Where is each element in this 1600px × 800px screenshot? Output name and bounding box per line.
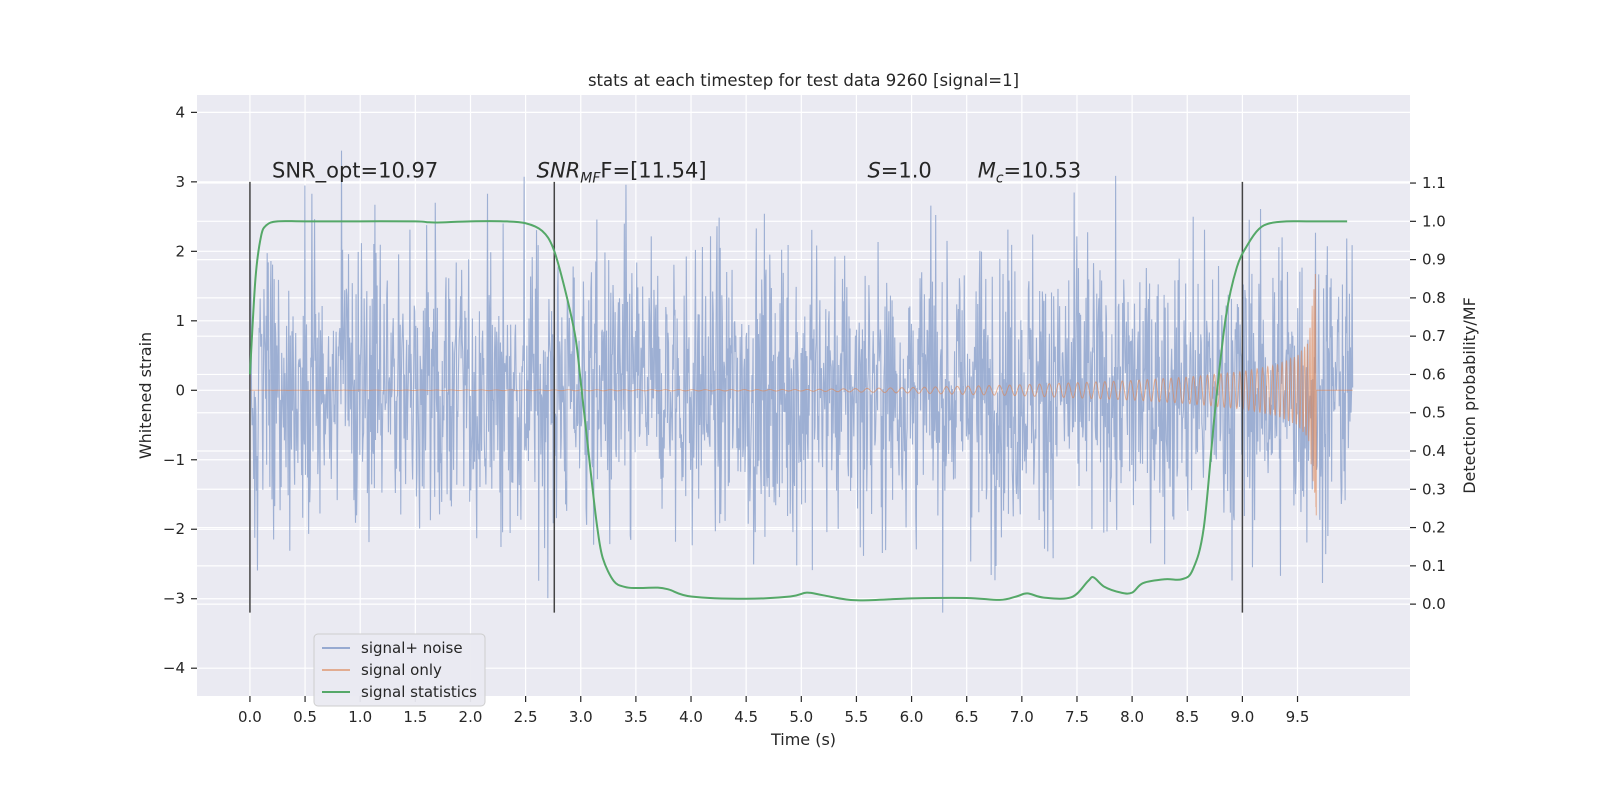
y2-tick-label: 0.8 bbox=[1422, 289, 1446, 307]
y-axis-label: Whitened strain bbox=[136, 332, 155, 459]
y2-axis-label: Detection probability/MF bbox=[1460, 297, 1479, 494]
y2-tick-label: 0.0 bbox=[1422, 595, 1446, 613]
y-tick-label: −1 bbox=[163, 451, 185, 469]
x-tick-label: 7.0 bbox=[1010, 708, 1034, 726]
annotation-s: S=1.0 bbox=[867, 159, 931, 183]
y-tick-label: 4 bbox=[175, 103, 185, 121]
legend-entry: signal only bbox=[361, 661, 442, 679]
y-tick-label: −4 bbox=[163, 659, 185, 677]
y-tick-label: 2 bbox=[175, 242, 185, 260]
y2-tick-label: 0.5 bbox=[1422, 404, 1446, 422]
y-tick-label: 3 bbox=[175, 173, 185, 191]
y-tick-label: −3 bbox=[163, 590, 185, 608]
x-tick-label: 1.0 bbox=[348, 708, 372, 726]
y-tick-label: −2 bbox=[163, 520, 185, 538]
x-tick-label: 4.5 bbox=[734, 708, 758, 726]
x-tick-label: 8.5 bbox=[1175, 708, 1199, 726]
annotation-snr_mf: SNRMFF=[11.54] bbox=[537, 159, 707, 187]
annotation-mc: Mc=10.53 bbox=[978, 159, 1082, 187]
y2-tick-label: 0.2 bbox=[1422, 519, 1446, 537]
annotation-snr_opt: SNR_opt=10.97 bbox=[272, 159, 438, 184]
y2-tick-label: 0.9 bbox=[1422, 251, 1446, 269]
x-tick-label: 2.5 bbox=[514, 708, 538, 726]
x-tick-label: 5.5 bbox=[845, 708, 869, 726]
x-tick-label: 4.0 bbox=[679, 708, 703, 726]
legend-entry: signal+ noise bbox=[361, 639, 463, 657]
x-tick-label: 0.5 bbox=[293, 708, 317, 726]
x-tick-label: 0.0 bbox=[238, 708, 262, 726]
y2-tick-label: 0.3 bbox=[1422, 480, 1446, 498]
legend: signal+ noise signal only signal statistic… bbox=[313, 633, 486, 707]
x-tick-label: 2.0 bbox=[459, 708, 483, 726]
y2-tick-label: 1.1 bbox=[1422, 174, 1446, 192]
x-tick-label: 8.0 bbox=[1120, 708, 1144, 726]
y2-tick-label: 1.0 bbox=[1422, 212, 1446, 230]
y2-tick-label: 0.6 bbox=[1422, 365, 1446, 383]
x-axis-label: Time (s) bbox=[770, 730, 836, 749]
y-tick-label: 0 bbox=[175, 381, 185, 399]
legend-box bbox=[313, 633, 486, 707]
y2-tick-label: 0.7 bbox=[1422, 327, 1446, 345]
x-tick-label: 3.5 bbox=[624, 708, 648, 726]
chart-title: stats at each timestep for test data 926… bbox=[588, 71, 1019, 90]
x-tick-label: 9.0 bbox=[1230, 708, 1254, 726]
legend-entry: signal statistics bbox=[361, 683, 477, 701]
y2-tick-label: 0.1 bbox=[1422, 557, 1446, 575]
x-tick-label: 6.0 bbox=[900, 708, 924, 726]
x-tick-label: 6.5 bbox=[955, 708, 979, 726]
x-tick-label: 7.5 bbox=[1065, 708, 1089, 726]
signal-statistics-line bbox=[248, 220, 1348, 602]
signal-noise-line bbox=[249, 150, 1354, 613]
x-tick-label: 9.5 bbox=[1286, 708, 1310, 726]
x-tick-label: 5.0 bbox=[789, 708, 813, 726]
signal-only-line bbox=[249, 274, 1353, 516]
x-tick-label: 3.0 bbox=[569, 708, 593, 726]
y2-tick-label: 0.4 bbox=[1422, 442, 1446, 460]
y-tick-label: 1 bbox=[175, 312, 185, 330]
x-tick-label: 1.5 bbox=[403, 708, 427, 726]
